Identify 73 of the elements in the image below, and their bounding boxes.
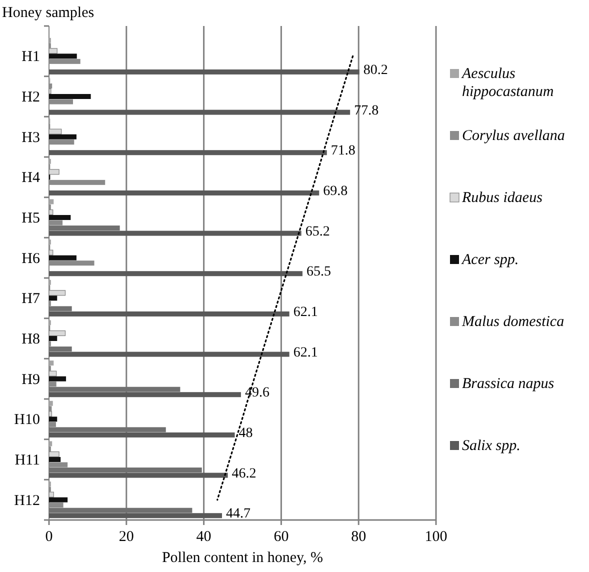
x-tick-label: 60 [274,529,289,545]
y-tick-label: H6 [22,250,40,267]
x-axis-title: Pollen content in honey, % [162,550,324,566]
data-label: 62.1 [293,345,318,360]
bar [49,468,202,473]
data-label: 48 [238,426,253,441]
y-tick-label: H7 [22,291,40,308]
y-tick-label: H5 [22,210,40,226]
bar [49,150,327,156]
legend-label: Corylus avellana [462,128,565,144]
bar [49,311,290,316]
data-label: 77.8 [354,103,379,118]
bar [49,392,241,398]
y-tick-label: H11 [14,452,40,468]
bar [49,199,54,204]
bar [49,271,302,276]
bar [49,441,52,446]
bar [49,230,302,236]
bar [49,190,320,196]
data-label: 80.2 [363,62,388,78]
data-label: 65.5 [306,264,331,280]
bar [49,427,166,432]
data-label: 46.2 [232,466,256,482]
data-label: 71.8 [330,144,356,159]
bar [49,226,120,231]
bar [49,336,58,341]
legend-label: Malus domestica [461,314,564,330]
y-axis-title: Honey samples [2,5,94,21]
bar [49,472,228,478]
x-tick-label: 20 [118,529,134,545]
legend-label: Acer spp. [461,252,519,268]
bar [49,306,72,312]
y-tick-label: H9 [22,372,40,388]
y-tick-label: H12 [14,492,40,509]
data-label: 49.6 [244,386,270,401]
legend-label: Rubus idaeus [461,190,543,206]
data-label: 62.1 [293,304,318,320]
bar [49,513,222,518]
bar [49,416,58,422]
bar [49,296,58,301]
bar [49,352,290,357]
y-tick-label: H10 [14,412,40,428]
legend-label: Brassica napus [462,376,554,392]
bar [49,134,76,140]
bar [49,110,350,115]
y-tick-label: H3 [22,130,40,146]
bar [49,215,71,220]
legend-label: Aesculus hippocastanum [461,66,554,100]
data-label: 44.7 [226,506,250,522]
bar [49,360,54,366]
y-tick-label: H1 [22,49,40,66]
bar [49,432,235,438]
data-label: 69.8 [323,184,348,199]
bar [49,69,360,74]
x-tick-label: 100 [424,529,448,545]
bar [49,346,72,352]
x-tick-label: 0 [45,529,53,545]
y-tick-label: H2 [22,90,40,106]
bar [49,54,77,59]
bar [49,386,180,392]
legend-label: Salix spp. [462,438,520,454]
y-tick-label: H8 [22,332,40,348]
bar [49,400,53,406]
bar [49,255,76,260]
bar [49,457,61,462]
x-tick-label: 40 [196,529,212,545]
bar [49,497,68,502]
x-tick-label: 80 [351,529,366,545]
y-tick-label: H4 [22,170,40,186]
bar [49,94,91,99]
bar [49,508,192,513]
data-label: 65.2 [305,224,330,240]
bar [49,376,66,382]
